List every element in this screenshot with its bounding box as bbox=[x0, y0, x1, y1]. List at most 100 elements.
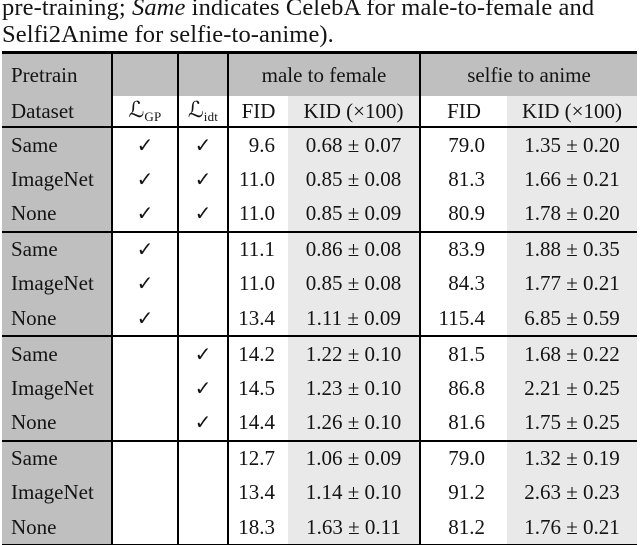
pretrain-dataset-cell: None bbox=[2, 300, 113, 338]
table-row: None 18.3 1.63 ± 0.11 81.2 1.76 ± 0.21 bbox=[2, 510, 637, 545]
kid-male-to-female-cell: 0.85 ± 0.08 bbox=[288, 162, 421, 197]
kid-selfie-to-anime-cell: 1.76 ± 0.21 bbox=[507, 510, 637, 545]
caption-text: pre-training; Same indicates CelebA for … bbox=[2, 0, 640, 48]
loss-gp-check-cell: ✓ bbox=[112, 300, 179, 338]
fid-male-to-female-cell: 11.0 bbox=[239, 271, 275, 296]
kid-male-to-female-cell: 1.26 ± 0.10 bbox=[288, 405, 421, 442]
header-group-selfie-to-anime: selfie to anime bbox=[420, 52, 637, 96]
pretrain-dataset-cell: ImageNet bbox=[2, 162, 113, 197]
header-fid-male-to-female: FID bbox=[228, 96, 288, 128]
loss-idt-check-cell: ✓ bbox=[178, 371, 229, 406]
fid-male-to-female-cell: 14.5 bbox=[238, 375, 275, 400]
caption-line1-post: indicates CelebA for male-to-female and bbox=[185, 0, 595, 21]
pretrain-dataset-cell: Same bbox=[2, 440, 113, 476]
loss-idt-check-cell bbox=[178, 300, 229, 338]
pretrain-dataset-cell: None bbox=[2, 196, 113, 233]
fid-selfie-to-anime-cell: 81.3 bbox=[448, 166, 485, 191]
table-header-row-2: Dataset ℒGP ℒidt FID KID (×100) FID KID … bbox=[2, 96, 637, 128]
loss-gp-check-cell: ✓ bbox=[112, 266, 179, 301]
script-l-icon: ℒ bbox=[187, 97, 204, 123]
loss-idt-check-cell bbox=[178, 440, 229, 476]
fid-selfie-to-anime-cell: 79.0 bbox=[448, 132, 485, 157]
table-body: Same ✓ ✓ 9.6 0.68 ± 0.07 79.0 1.35 ± 0.2… bbox=[2, 127, 637, 545]
fid-selfie-to-anime-cell: 79.0 bbox=[448, 446, 485, 471]
check-icon: ✓ bbox=[194, 377, 212, 400]
loss-gp-check-cell bbox=[112, 371, 179, 406]
fid-selfie-to-anime-cell: 86.8 bbox=[448, 375, 485, 400]
fid-male-to-female-cell: 14.2 bbox=[238, 341, 275, 366]
loss-idt-check-cell: ✓ bbox=[178, 162, 229, 197]
kid-selfie-to-anime-cell: 1.68 ± 0.22 bbox=[507, 336, 637, 372]
table-row: Same ✓ 11.1 0.86 ± 0.08 83.9 1.88 ± 0.35 bbox=[2, 231, 637, 267]
kid-selfie-to-anime-cell: 1.77 ± 0.21 bbox=[507, 266, 637, 301]
table-row: None ✓ 13.4 1.11 ± 0.09 115.4 6.85 ± 0.5… bbox=[2, 300, 637, 338]
table-row: None ✓ ✓ 11.0 0.85 ± 0.09 80.9 1.78 ± 0.… bbox=[2, 196, 637, 233]
kid-selfie-to-anime-cell: 1.88 ± 0.35 bbox=[507, 231, 637, 267]
header-loss-idt: ℒidt bbox=[178, 96, 229, 128]
loss-gp-check-cell bbox=[112, 336, 179, 372]
header-kid-selfie-to-anime: KID (×100) bbox=[507, 96, 637, 128]
table-row: Same ✓ ✓ 9.6 0.68 ± 0.07 79.0 1.35 ± 0.2… bbox=[2, 127, 637, 163]
loss-gp-check-cell bbox=[112, 510, 179, 545]
fid-selfie-to-anime-cell: 80.9 bbox=[420, 196, 507, 233]
fid-male-to-female-cell: 18.3 bbox=[238, 514, 275, 539]
header-kid-male-to-female: KID (×100) bbox=[288, 96, 421, 128]
loss-idt-check-cell bbox=[178, 266, 229, 301]
script-l-icon: ℒ bbox=[128, 97, 145, 123]
caption-same-italic: Same bbox=[131, 0, 186, 21]
loss-idt-check-cell bbox=[178, 510, 229, 545]
table-row: Same 12.7 1.06 ± 0.09 79.0 1.32 ± 0.19 bbox=[2, 440, 637, 476]
loss-gp-check-cell: ✓ bbox=[112, 196, 179, 233]
fid-selfie-to-anime-cell: 83.9 bbox=[448, 237, 485, 262]
pretrain-dataset-cell: ImageNet bbox=[2, 371, 113, 406]
loss-idt-subscript: idt bbox=[203, 108, 219, 124]
kid-selfie-to-anime-cell: 1.66 ± 0.21 bbox=[507, 162, 637, 197]
loss-gp-check-cell bbox=[112, 405, 179, 442]
pretrain-dataset-cell: ImageNet bbox=[2, 266, 113, 301]
check-icon: ✓ bbox=[194, 412, 212, 435]
fid-male-to-female-cell: 13.4 bbox=[228, 300, 288, 338]
loss-idt-check-cell bbox=[178, 231, 229, 267]
fid-male-to-female-cell: 12.7 bbox=[238, 446, 275, 471]
kid-male-to-female-cell: 1.06 ± 0.09 bbox=[288, 440, 421, 476]
kid-selfie-to-anime-cell: 1.75 ± 0.25 bbox=[507, 405, 637, 442]
check-icon: ✓ bbox=[194, 343, 212, 366]
table-row: ImageNet ✓ 11.0 0.85 ± 0.08 84.3 1.77 ± … bbox=[2, 266, 637, 301]
header-empty-idt bbox=[178, 52, 229, 96]
loss-idt-check-cell bbox=[178, 475, 229, 511]
table-header-row-1: Pretrain male to female selfie to anime bbox=[2, 52, 637, 96]
table-row: Same ✓ 14.2 1.22 ± 0.10 81.5 1.68 ± 0.22 bbox=[2, 336, 637, 372]
kid-male-to-female-cell: 0.85 ± 0.09 bbox=[288, 196, 421, 233]
check-icon: ✓ bbox=[136, 202, 154, 225]
table-row: ImageNet ✓ ✓ 11.0 0.85 ± 0.08 81.3 1.66 … bbox=[2, 162, 637, 197]
loss-gp-check-cell: ✓ bbox=[112, 162, 179, 197]
pretrain-dataset-cell: Same bbox=[2, 231, 113, 267]
pretrain-dataset-cell: None bbox=[2, 405, 113, 442]
kid-male-to-female-cell: 0.85 ± 0.08 bbox=[288, 266, 421, 301]
kid-male-to-female-cell: 0.68 ± 0.07 bbox=[288, 127, 421, 163]
loss-gp-subscript: GP bbox=[144, 108, 162, 124]
caption-line1-pre: pre-training; bbox=[2, 0, 132, 21]
fid-selfie-to-anime-cell: 81.6 bbox=[420, 405, 507, 442]
fid-selfie-to-anime-cell: 84.3 bbox=[448, 271, 485, 296]
check-icon: ✓ bbox=[136, 239, 154, 262]
kid-selfie-to-anime-cell: 1.35 ± 0.20 bbox=[507, 127, 637, 163]
kid-selfie-to-anime-cell: 1.32 ± 0.19 bbox=[507, 440, 637, 476]
kid-selfie-to-anime-cell: 6.85 ± 0.59 bbox=[507, 300, 637, 338]
loss-idt-check-cell: ✓ bbox=[178, 127, 229, 163]
kid-male-to-female-cell: 1.14 ± 0.10 bbox=[288, 475, 421, 511]
header-empty-gp bbox=[112, 52, 179, 96]
fid-male-to-female-cell: 14.4 bbox=[228, 405, 288, 442]
kid-male-to-female-cell: 0.86 ± 0.08 bbox=[288, 231, 421, 267]
fid-selfie-to-anime-cell: 81.5 bbox=[448, 341, 485, 366]
fid-selfie-to-anime-cell: 115.4 bbox=[420, 300, 507, 338]
loss-gp-check-cell bbox=[112, 475, 179, 511]
kid-male-to-female-cell: 1.63 ± 0.11 bbox=[288, 510, 421, 545]
kid-male-to-female-cell: 1.23 ± 0.10 bbox=[288, 371, 421, 406]
check-icon: ✓ bbox=[136, 168, 154, 191]
loss-idt-check-cell: ✓ bbox=[178, 336, 229, 372]
loss-idt-check-cell: ✓ bbox=[178, 196, 229, 233]
fid-male-to-female-cell: 11.0 bbox=[239, 166, 275, 191]
header-dataset: Dataset bbox=[2, 96, 113, 128]
check-icon: ✓ bbox=[136, 134, 154, 157]
